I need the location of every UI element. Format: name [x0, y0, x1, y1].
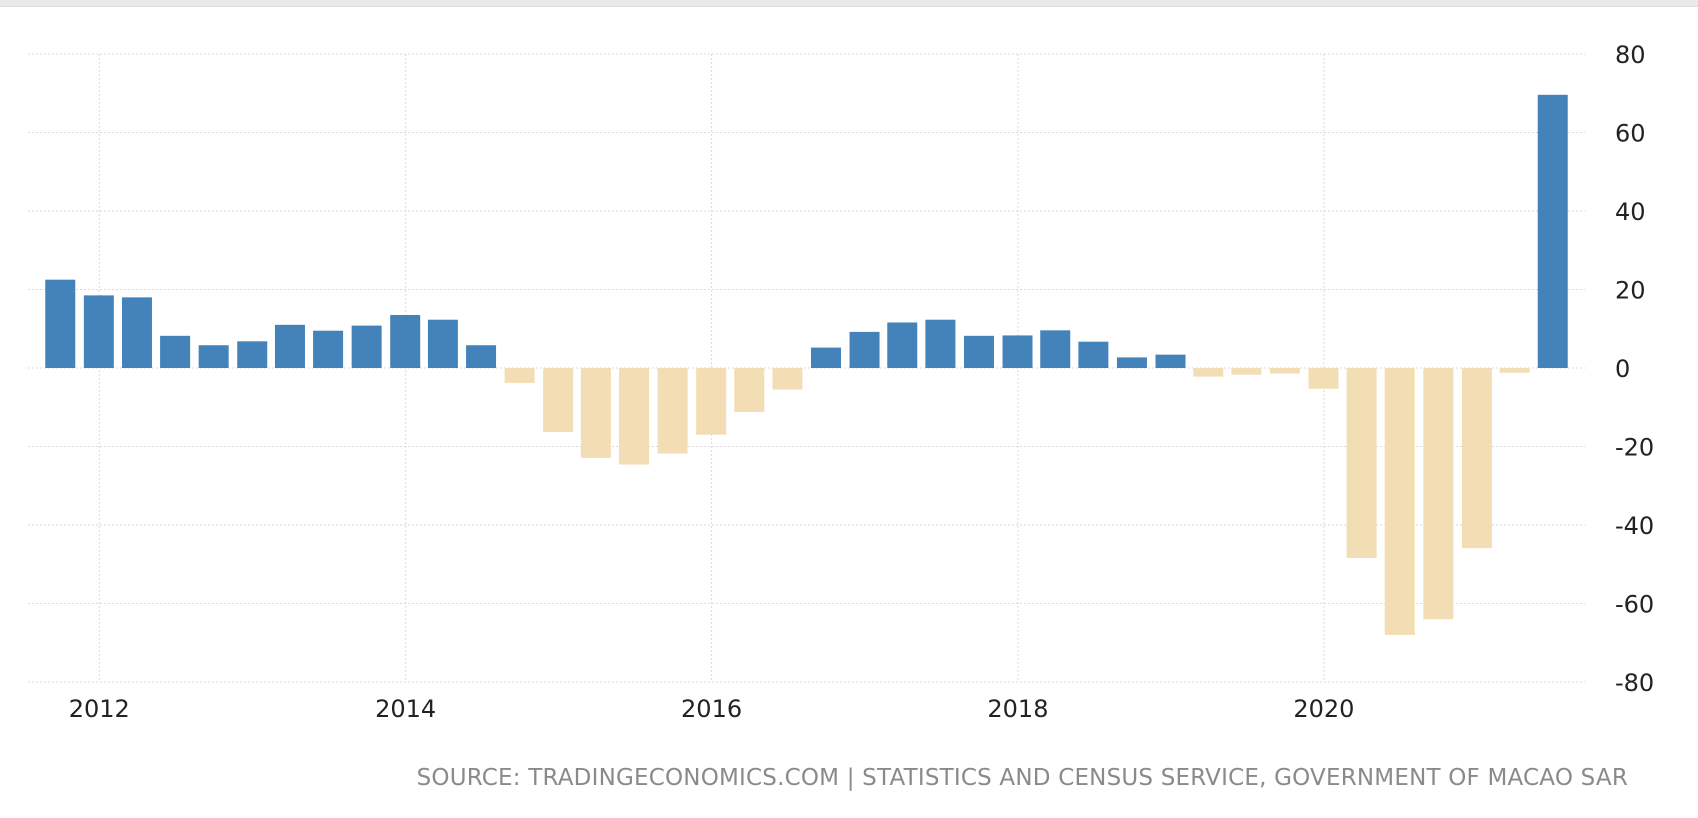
bar — [121, 297, 152, 368]
bar — [543, 368, 574, 432]
bar — [849, 331, 880, 368]
x-tick-label: 2014 — [375, 695, 436, 723]
bar — [198, 345, 229, 368]
bar — [427, 319, 458, 368]
y-tick-label: 20 — [1615, 277, 1646, 305]
y-tick-label: -40 — [1615, 512, 1654, 540]
y-tick-label: 40 — [1615, 198, 1646, 226]
y-axis-labels: 80 60 40 20 0 -20 -40 -60 -80 — [1615, 41, 1654, 697]
bar — [1384, 368, 1415, 635]
source-note: SOURCE: TRADINGECONOMICS.COM | STATISTIC… — [416, 765, 1628, 791]
bar — [237, 341, 268, 368]
bar — [1155, 354, 1186, 368]
bar — [160, 335, 191, 368]
bar — [466, 345, 497, 368]
bar — [1231, 368, 1262, 375]
bar — [1423, 368, 1454, 620]
bar — [734, 368, 765, 412]
bars — [45, 94, 1568, 635]
bar — [925, 319, 956, 368]
bar — [619, 368, 650, 465]
x-tick-label: 2018 — [987, 695, 1048, 723]
y-tick-label: -20 — [1615, 434, 1654, 462]
bar — [351, 325, 382, 368]
x-tick-label: 2016 — [681, 695, 742, 723]
top-border — [0, 0, 1698, 7]
x-tick-label: 2020 — [1293, 695, 1354, 723]
y-tick-label: 0 — [1615, 355, 1630, 383]
bar — [1269, 368, 1300, 374]
bar — [1537, 94, 1568, 368]
bar — [1308, 368, 1339, 389]
bar — [1078, 341, 1109, 368]
bar — [657, 368, 688, 454]
bar — [772, 368, 803, 390]
y-tick-label: 60 — [1615, 120, 1646, 148]
bar — [504, 368, 535, 383]
bar — [1002, 335, 1033, 368]
bar — [1116, 357, 1147, 368]
bar — [313, 330, 344, 368]
y-tick-label: -80 — [1615, 669, 1654, 697]
bar — [1346, 368, 1377, 558]
bar — [887, 322, 918, 368]
y-tick-label: -60 — [1615, 591, 1654, 619]
bar — [83, 295, 114, 368]
bar — [810, 347, 841, 368]
bar — [696, 368, 727, 435]
x-tick-label: 2012 — [69, 695, 130, 723]
bar — [1193, 368, 1224, 377]
y-tick-label: 80 — [1615, 41, 1646, 69]
bar — [1040, 330, 1071, 368]
bar — [1499, 368, 1530, 373]
bar — [963, 335, 994, 368]
bar — [580, 368, 611, 458]
bar — [390, 315, 421, 368]
bar — [1461, 368, 1492, 549]
bar — [45, 279, 76, 368]
bar — [274, 324, 305, 368]
x-axis-labels: 2012 2014 2016 2018 2020 — [69, 695, 1355, 723]
